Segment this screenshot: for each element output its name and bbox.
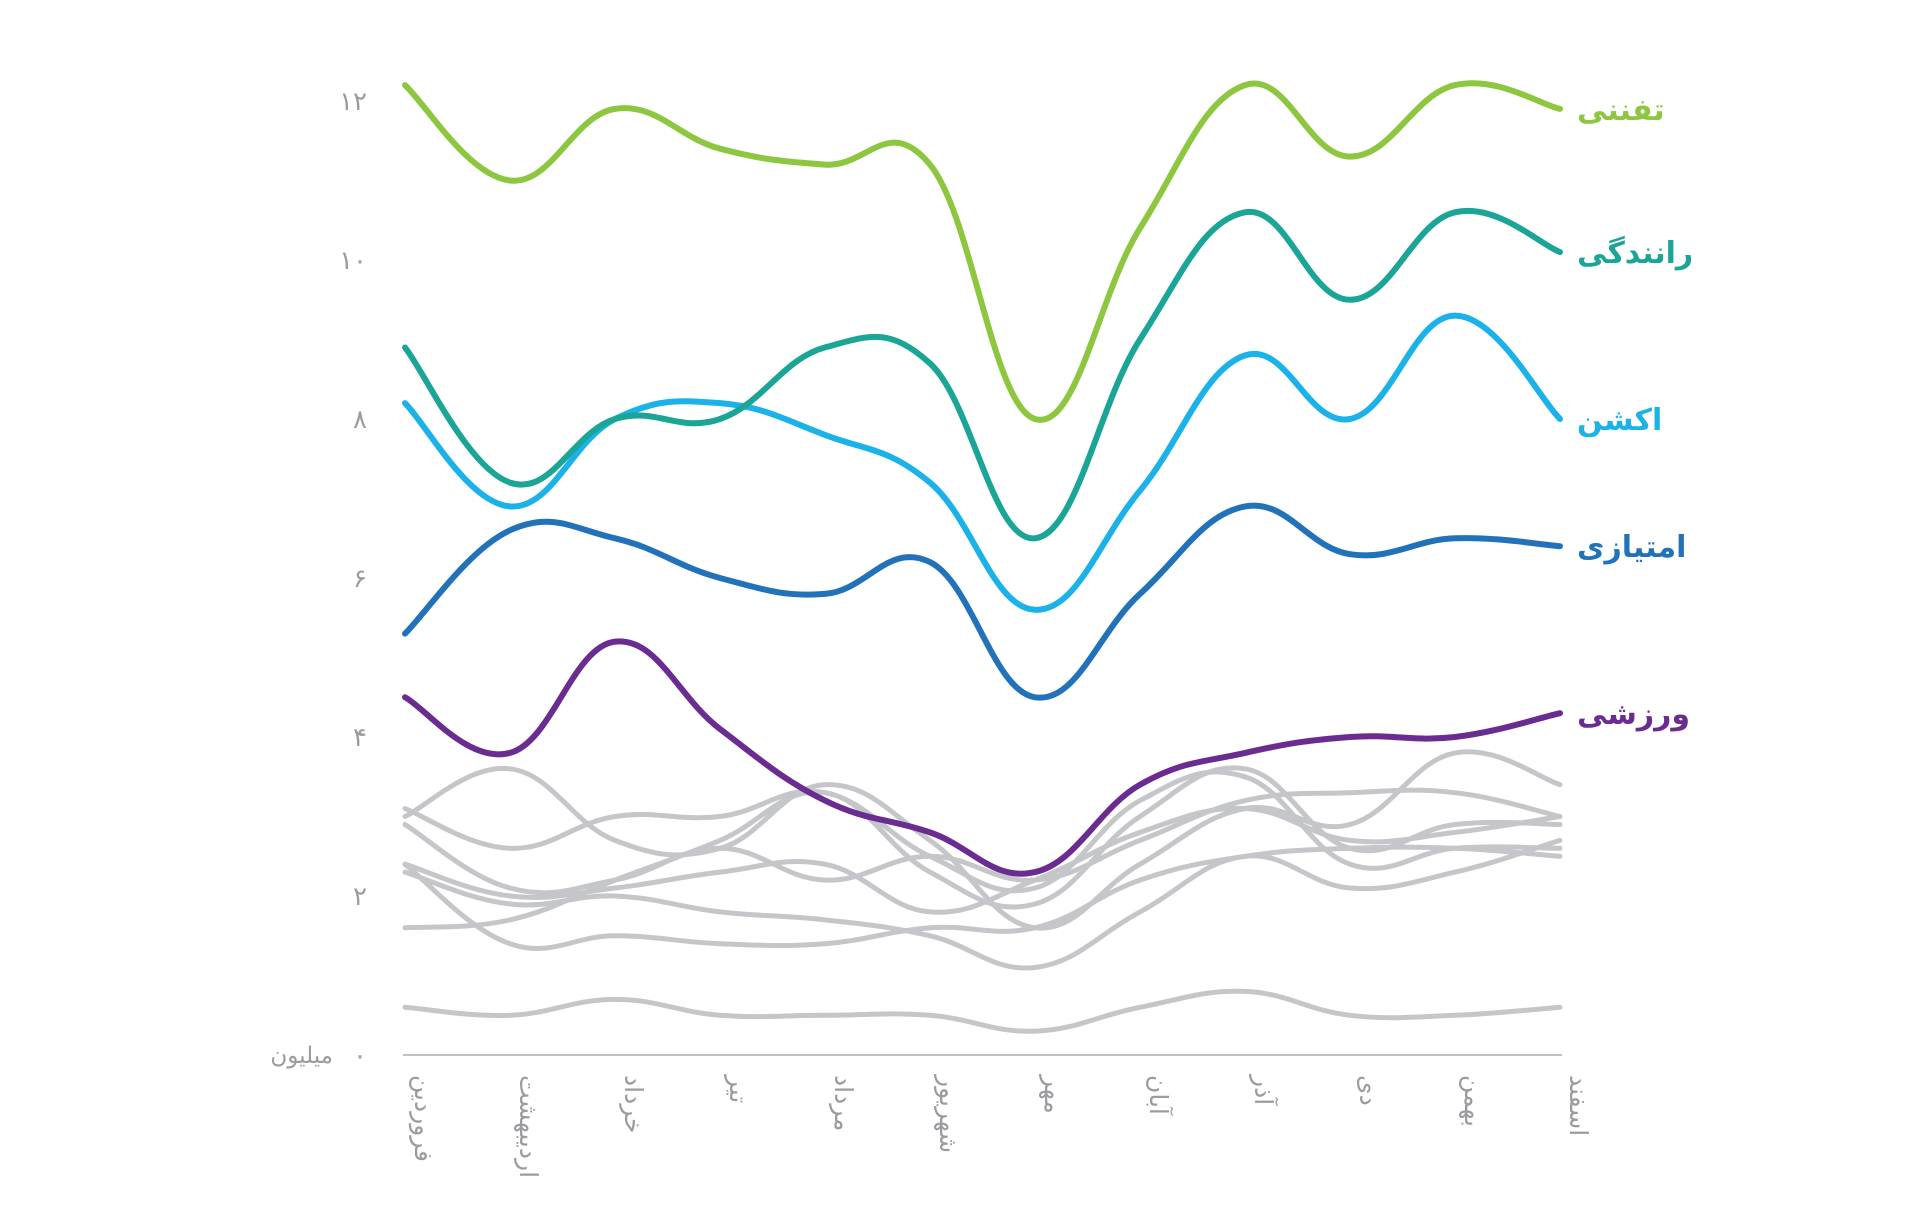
x-tick-label: مرداد — [829, 1075, 858, 1131]
series-label-1: تفننی — [1577, 93, 1665, 128]
x-tick-label: خرداد — [619, 1075, 648, 1133]
x-axis-ticks: فروردین اردیبهشت خرداد تیر مرداد شهریور مهر آبا… — [408, 1073, 1593, 1178]
y-tick-label: ۲ — [353, 882, 367, 912]
series-label-4: امتیازی — [1577, 530, 1686, 565]
y-axis-ticks: ۰ ۲ ۴ ۶ ۸ ۱۰ ۱۲ — [339, 87, 367, 1071]
unit-label: میلیون — [270, 1043, 333, 1069]
series-label-5: ورزشی — [1577, 697, 1690, 732]
x-tick-label: فروردین — [408, 1075, 438, 1162]
x-tick-label: شهریور — [933, 1073, 963, 1153]
series-label-3: اکشن — [1577, 403, 1662, 438]
background-series-line-5 — [402, 805, 1563, 915]
background-series-group — [402, 749, 1563, 1034]
x-tick-label: تیر — [724, 1073, 753, 1103]
series-line-4 — [402, 502, 1563, 701]
x-tick-label: آذر — [1249, 1073, 1279, 1106]
y-tick-label: ۶ — [353, 564, 367, 594]
x-tick-label: دی — [1354, 1075, 1383, 1106]
x-tick-label: بهمن — [1458, 1075, 1488, 1127]
background-series-line-7 — [402, 844, 1563, 951]
series-label-2: رانندگی — [1577, 235, 1693, 271]
background-series-line-8 — [402, 787, 1563, 896]
x-tick-label: اردیبهشت — [513, 1075, 543, 1178]
background-series-line-1 — [402, 988, 1563, 1034]
background-series-line-4 — [402, 769, 1563, 894]
background-series-line-3 — [402, 749, 1563, 931]
x-tick-label: اسفند — [1564, 1075, 1593, 1136]
x-tick-label: آبان — [1144, 1075, 1174, 1116]
series-line-5 — [402, 638, 1563, 877]
background-series-line-6 — [402, 837, 1563, 971]
y-tick-label: ۱۲ — [339, 87, 367, 117]
y-tick-label: ۴ — [353, 723, 367, 753]
y-tick-label: ۱۰ — [339, 246, 367, 276]
series-labels: تفننی رانندگی اکشن امتیازی ورزشی — [1577, 93, 1693, 732]
y-tick-label: ۰ — [353, 1041, 367, 1071]
y-tick-label: ۸ — [353, 405, 367, 435]
highlighted-series-group — [402, 80, 1563, 877]
series-line-2 — [402, 207, 1563, 542]
series-line-1 — [402, 80, 1563, 423]
x-tick-label: مهر — [1038, 1073, 1068, 1114]
